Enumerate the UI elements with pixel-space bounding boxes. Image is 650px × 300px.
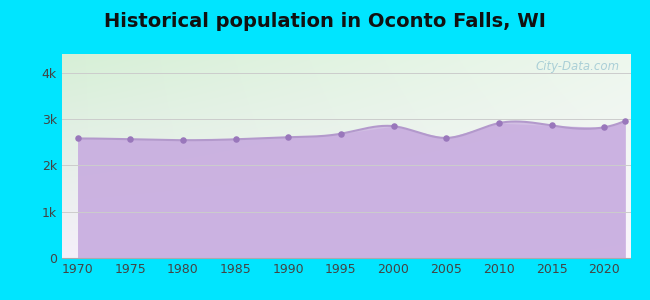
Point bbox=[283, 135, 293, 140]
Point bbox=[335, 131, 346, 136]
Point bbox=[599, 125, 609, 130]
Text: Historical population in Oconto Falls, WI: Historical population in Oconto Falls, W… bbox=[104, 12, 546, 31]
Point bbox=[230, 137, 240, 142]
Point bbox=[493, 121, 504, 125]
Point bbox=[72, 136, 83, 141]
Point bbox=[546, 123, 556, 128]
Point bbox=[125, 137, 135, 142]
Point bbox=[388, 124, 398, 129]
Text: City-Data.com: City-Data.com bbox=[535, 60, 619, 73]
Point bbox=[177, 138, 188, 142]
Point bbox=[620, 118, 630, 123]
Point bbox=[441, 136, 451, 140]
